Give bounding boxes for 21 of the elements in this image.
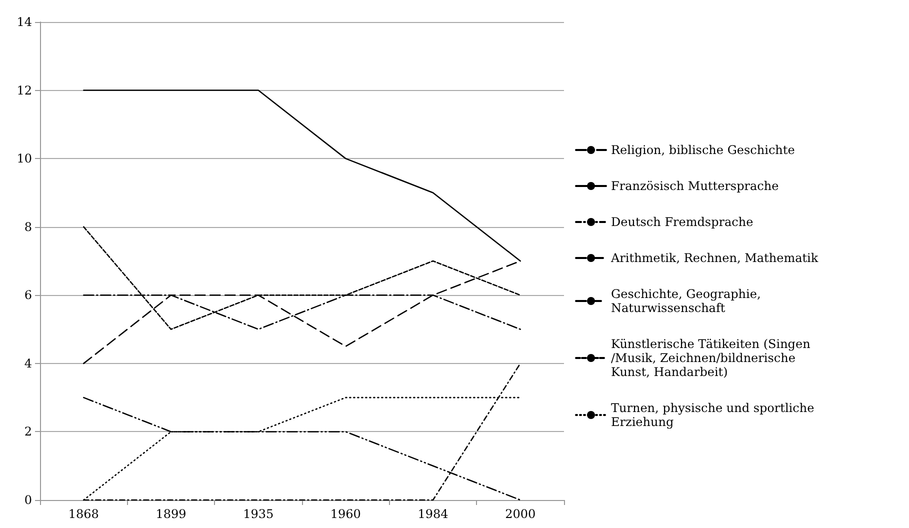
y-tick-label: 12	[16, 83, 32, 98]
legend-label: Französisch Muttersprache	[611, 179, 779, 193]
y-tick-label: 8	[24, 220, 32, 234]
x-tick-label: 2000	[505, 507, 536, 521]
legend-label: Religion, biblische Geschichte	[611, 143, 795, 157]
y-tick-label: 14	[16, 15, 32, 29]
y-tick-label: 4	[24, 356, 32, 370]
x-tick-label: 1960	[330, 507, 361, 521]
y-tick-label: 0	[24, 493, 32, 507]
legend-label: Deutsch Fremdsprache	[611, 215, 754, 229]
legend-label: Turnen, physische und sportliche Erziehung	[611, 401, 818, 429]
x-tick-label: 1984	[418, 507, 449, 521]
legend-label: Arithmetik, Rechnen, Mathematik	[610, 251, 819, 265]
x-tick-label: 1868	[68, 507, 99, 521]
x-tick-label: 1935	[243, 507, 274, 521]
legend-label: Geschichte, Geographie, Naturwissenschaft	[611, 287, 765, 315]
y-tick-label: 2	[24, 424, 32, 439]
y-tick-label: 6	[24, 288, 32, 302]
y-tick-label: 10	[16, 152, 32, 166]
legend-label: Künstlerische Tätikeiten (Singen/Musik, Zeichnen/bildnerische Kunst, Handarbeit)	[611, 337, 811, 379]
x-tick-label: 1899	[156, 507, 186, 521]
